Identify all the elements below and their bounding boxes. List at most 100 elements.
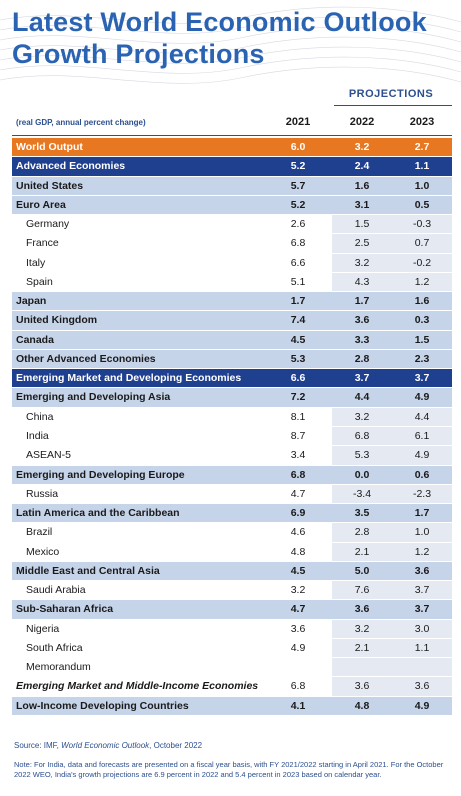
table-row: Low-Income Developing Countries 4.1 4.8 4.9 xyxy=(12,696,452,716)
rule xyxy=(12,135,452,136)
cell: 6.1 xyxy=(414,429,430,442)
cell: 3.2 xyxy=(354,256,370,269)
cell: 1.7 xyxy=(354,295,370,308)
cell: 8.7 xyxy=(290,429,306,442)
table-row: Spain 5.1 4.3 1.2 xyxy=(12,272,452,293)
cell: -0.3 xyxy=(412,218,432,231)
cell: 2.8 xyxy=(354,526,370,539)
cell: 4.7 xyxy=(290,487,306,500)
cell: 3.3 xyxy=(354,333,370,346)
row-label: Saudi Arabia xyxy=(26,584,86,597)
row-label: Euro Area xyxy=(16,198,66,211)
cell: 3.7 xyxy=(414,372,430,385)
cell: 1.5 xyxy=(414,333,430,346)
cell: 3.6 xyxy=(414,680,430,693)
cell: 5.0 xyxy=(354,564,370,577)
cell: 1.7 xyxy=(290,295,306,308)
units: (real GDP, annual percent change) xyxy=(16,118,146,127)
cell: 5.2 xyxy=(290,160,306,173)
table-row: China 8.1 3.2 4.4 xyxy=(12,407,452,427)
cell: 2.6 xyxy=(290,218,306,231)
cell: 3.2 xyxy=(354,622,370,635)
column-header: 2022 xyxy=(349,116,375,128)
cell: 5.3 xyxy=(290,352,306,365)
table-row: Canada 4.5 3.3 1.5 xyxy=(12,330,452,350)
table-row: Emerging and Developing Europe 6.8 0.0 0.6 xyxy=(12,465,452,485)
cell: 6.0 xyxy=(290,141,306,153)
projections-label: PROJECTIONS xyxy=(348,88,434,100)
table: World Output 6.0 3.2 2.7 Advanced Economies 5… xyxy=(12,138,452,716)
projection-shade xyxy=(332,426,452,446)
row-label: Japan xyxy=(16,295,47,308)
table-row: Germany 2.6 1.5 -0.3 xyxy=(12,215,452,235)
cell: 5.3 xyxy=(354,449,370,462)
cell: 6.9 xyxy=(290,507,306,520)
cell: 3.2 xyxy=(354,141,370,153)
projection-shade xyxy=(332,234,452,253)
cell: 6.8 xyxy=(290,680,306,693)
cell: 4.7 xyxy=(290,603,306,616)
row-label: Emerging and Developing Europe xyxy=(16,468,185,481)
row-label: Middle East and Central Asia xyxy=(16,564,160,577)
projection-shade xyxy=(332,484,452,504)
cell: 3.6 xyxy=(354,603,370,616)
cell: 4.4 xyxy=(354,391,370,404)
cell: 3.7 xyxy=(354,372,370,385)
cell: 6.8 xyxy=(354,429,370,442)
row-label: Russia xyxy=(26,487,59,500)
table-row: Japan 1.7 1.7 1.6 xyxy=(12,292,452,312)
row-label: Advanced Economies xyxy=(16,160,126,173)
row-label: South Africa xyxy=(26,641,83,654)
rule xyxy=(334,105,452,106)
cell: 4.1 xyxy=(290,699,306,712)
row-label: Sub-Saharan Africa xyxy=(16,603,114,616)
cell: 6.6 xyxy=(290,372,306,385)
table-row: Emerging Market and Middle-Income Econom… xyxy=(12,677,452,697)
cell: -0.2 xyxy=(412,256,432,269)
cell: 8.1 xyxy=(290,410,306,423)
projection-shade xyxy=(332,619,452,638)
cell: 2.1 xyxy=(354,641,370,654)
row-label: Latin America and the Caribbean xyxy=(16,507,180,520)
projection-shade xyxy=(332,677,452,696)
source-title: World Economic Outlook xyxy=(61,741,150,750)
row-label: Nigeria xyxy=(26,622,60,635)
cell: 0.5 xyxy=(414,198,430,211)
cell: 1.2 xyxy=(414,545,430,558)
table-row: Mexico 4.8 2.1 1.2 xyxy=(12,542,452,562)
cell: 0.3 xyxy=(414,314,430,327)
row-label: Germany xyxy=(26,218,70,231)
cell: 0.6 xyxy=(414,468,430,481)
cell: 1.0 xyxy=(414,179,430,192)
table-row: United States 5.7 1.6 1.0 xyxy=(12,176,452,196)
source-text: , October 2022 xyxy=(149,741,203,750)
cell: 1.1 xyxy=(414,641,430,654)
row-label: Mexico xyxy=(26,545,60,558)
cell: 7.6 xyxy=(354,584,370,597)
note: Note: For India, data and forecasts are … xyxy=(14,760,444,779)
cell: 3.6 xyxy=(290,622,306,635)
table-row: World Output 6.0 3.2 2.7 xyxy=(12,138,452,158)
projection-shade xyxy=(332,638,452,658)
cell: 4.6 xyxy=(290,526,306,539)
cell: 4.5 xyxy=(290,564,306,577)
row-label: World Output xyxy=(16,141,83,153)
source: Source: IMF, World Economic Outlook, Oct… xyxy=(14,741,202,750)
title: Latest World Economic Outlook Growth Pro… xyxy=(12,7,427,69)
table-row: Russia 4.7 -3.4 -2.3 xyxy=(12,484,452,505)
cell: 6.8 xyxy=(290,468,306,481)
cell: 4.9 xyxy=(414,699,430,712)
cell: 2.8 xyxy=(354,352,370,365)
wave-background xyxy=(0,6,461,84)
table-row: Saudi Arabia 3.2 7.6 3.7 xyxy=(12,581,452,601)
cell: 3.6 xyxy=(354,314,370,327)
cell: 1.6 xyxy=(354,179,370,192)
cell: 3.5 xyxy=(354,507,370,520)
cell: 1.7 xyxy=(414,507,430,520)
cell: 3.7 xyxy=(414,603,430,616)
row-label: United Kingdom xyxy=(16,314,98,327)
table-row: Memorandum xyxy=(12,658,452,678)
table-row: Advanced Economies 5.2 2.4 1.1 xyxy=(12,157,452,177)
cell: 4.4 xyxy=(414,410,430,423)
row-label: Canada xyxy=(16,333,54,346)
